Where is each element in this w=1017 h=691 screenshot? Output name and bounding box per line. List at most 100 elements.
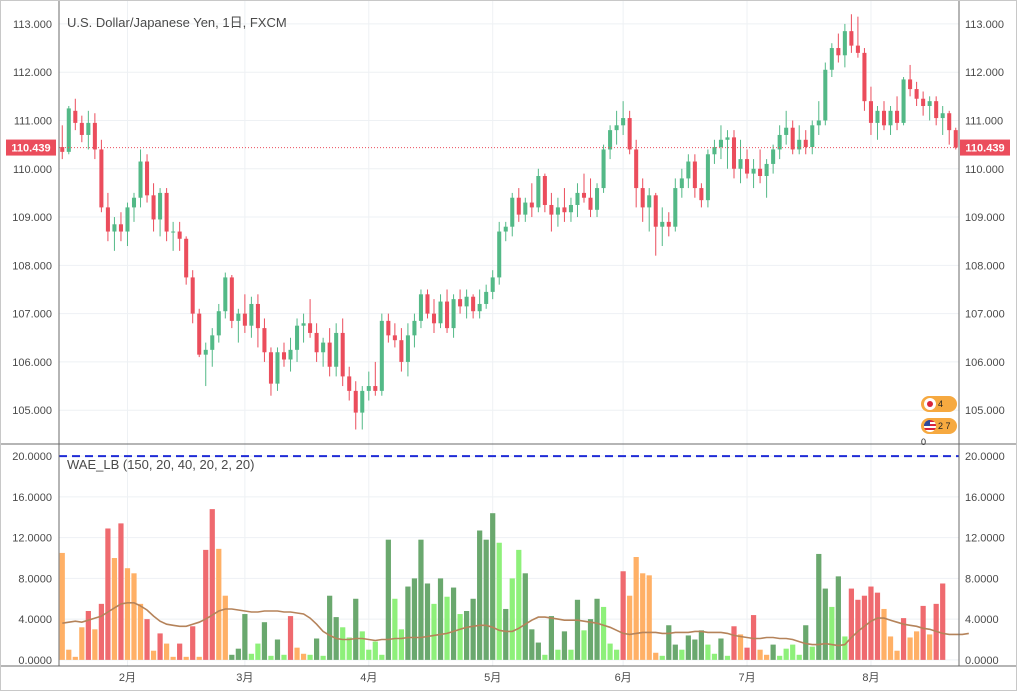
wae-histogram — [59, 509, 946, 660]
histogram-bar — [398, 629, 404, 660]
histogram-bar — [803, 625, 809, 660]
event-marker[interactable]: 4 — [921, 396, 957, 412]
candle-body — [79, 122, 84, 135]
candle-body — [758, 168, 763, 177]
candle-body — [399, 340, 404, 362]
candle-body — [627, 118, 632, 150]
candle-body — [653, 195, 658, 227]
histogram-bar — [477, 530, 483, 660]
candle-body — [503, 226, 508, 232]
indicator-tick-label: 20.0000 — [965, 451, 1005, 463]
histogram-bar — [894, 650, 900, 660]
candle-body — [803, 139, 808, 148]
histogram-bar — [66, 649, 72, 660]
candle-body — [660, 221, 665, 227]
candle-body — [908, 79, 913, 90]
histogram-bar — [111, 558, 118, 660]
candle-body — [249, 303, 254, 326]
histogram-bar — [783, 648, 789, 660]
candle-body — [575, 192, 580, 205]
event-marker[interactable]: 2 7 0 — [921, 418, 957, 447]
candle-body — [712, 147, 717, 155]
indicator-title: WAE_LB (150, 20, 40, 20, 2, 20) — [67, 457, 254, 472]
histogram-bar — [509, 578, 515, 660]
histogram-bar — [887, 636, 894, 660]
histogram-bar — [170, 656, 176, 660]
histogram-bar — [796, 654, 802, 660]
signal-line — [62, 601, 969, 647]
candle-body — [229, 277, 234, 321]
histogram-bar — [790, 644, 796, 660]
candle-body — [425, 294, 430, 314]
histogram-bar — [320, 655, 326, 660]
price-tick-label: 107.000 — [965, 309, 1005, 321]
us-flag-icon — [924, 420, 936, 432]
candle-body — [751, 168, 756, 174]
histogram-bar — [653, 652, 659, 660]
candle-body — [138, 161, 143, 198]
histogram-bar — [594, 598, 600, 660]
histogram-bar — [633, 557, 639, 660]
histogram-bar — [144, 619, 150, 660]
histogram-bar — [450, 587, 457, 660]
candle-body — [934, 101, 939, 119]
histogram-bar — [85, 610, 91, 660]
histogram-bar — [340, 627, 346, 660]
candle-body — [771, 149, 776, 164]
candle-body — [692, 161, 697, 189]
candle-body — [881, 110, 887, 126]
histogram-bar — [294, 647, 300, 660]
histogram-bar — [157, 633, 163, 660]
candle-body — [888, 110, 893, 126]
candle-body — [223, 277, 228, 312]
histogram-bar — [203, 549, 209, 660]
histogram-bar — [881, 608, 887, 660]
candle-body — [197, 313, 202, 355]
candle-body — [464, 296, 469, 307]
indicator-tick-label: 8.0000 — [965, 573, 999, 585]
histogram-bar — [150, 650, 157, 660]
histogram-bar — [548, 616, 554, 660]
candle-body — [295, 325, 300, 350]
histogram-bar — [300, 653, 307, 660]
candle-body — [699, 188, 704, 201]
candle-body — [516, 197, 521, 215]
histogram-bar — [183, 656, 189, 660]
histogram-bar — [561, 631, 568, 660]
histogram-bar — [118, 523, 124, 660]
histogram-bar — [679, 649, 685, 660]
candle-body — [490, 277, 495, 292]
candle-body — [281, 352, 287, 360]
candle-body — [868, 101, 873, 123]
histogram-bar — [718, 638, 724, 660]
histogram-bar — [131, 573, 137, 660]
candle-body — [210, 335, 215, 350]
candle-body — [373, 386, 378, 391]
indicator-tick-label: 4.0000 — [18, 614, 52, 626]
histogram-bar — [392, 598, 398, 660]
histogram-bar — [731, 626, 737, 660]
candle-body — [647, 195, 652, 208]
candle-body — [334, 332, 339, 367]
jp-flag-icon — [924, 398, 936, 410]
histogram-bar — [874, 592, 881, 660]
price-tick-label: 112.000 — [965, 67, 1004, 79]
histogram-bar — [437, 578, 444, 660]
histogram-bar — [764, 654, 770, 660]
candle-body — [614, 125, 619, 131]
histogram-bar — [920, 605, 926, 660]
candle-body — [829, 48, 834, 70]
candle-body — [308, 323, 313, 333]
price-tick-label: 109.000 — [965, 212, 1005, 224]
candle-body — [738, 159, 743, 169]
histogram-bar — [829, 606, 835, 660]
candle-body — [92, 122, 97, 150]
histogram-bar — [750, 615, 757, 660]
histogram-bar — [848, 588, 854, 660]
histogram-bar — [692, 639, 698, 660]
candle-body — [301, 323, 306, 326]
histogram-bar — [855, 599, 861, 660]
economic-events-stack[interactable]: 4 2 7 0 — [921, 392, 961, 447]
candle-body — [418, 294, 423, 321]
